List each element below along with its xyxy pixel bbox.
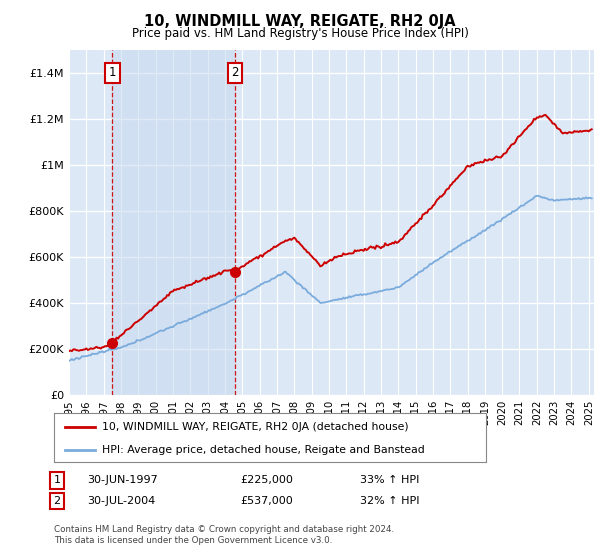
Text: 30-JUN-1997: 30-JUN-1997 — [87, 475, 158, 486]
Text: 30-JUL-2004: 30-JUL-2004 — [87, 496, 155, 506]
Text: HPI: Average price, detached house, Reigate and Banstead: HPI: Average price, detached house, Reig… — [101, 445, 424, 455]
Text: 2: 2 — [53, 496, 61, 506]
Bar — [112, 50, 235, 395]
Text: 2: 2 — [231, 66, 239, 80]
Text: Price paid vs. HM Land Registry's House Price Index (HPI): Price paid vs. HM Land Registry's House … — [131, 27, 469, 40]
Text: 33% ↑ HPI: 33% ↑ HPI — [360, 475, 419, 486]
Text: 10, WINDMILL WAY, REIGATE, RH2 0JA: 10, WINDMILL WAY, REIGATE, RH2 0JA — [144, 14, 456, 29]
Text: 10, WINDMILL WAY, REIGATE, RH2 0JA (detached house): 10, WINDMILL WAY, REIGATE, RH2 0JA (deta… — [101, 422, 408, 432]
Text: £225,000: £225,000 — [240, 475, 293, 486]
Text: £537,000: £537,000 — [240, 496, 293, 506]
Text: 1: 1 — [109, 66, 116, 80]
Text: 32% ↑ HPI: 32% ↑ HPI — [360, 496, 419, 506]
Text: 1: 1 — [53, 475, 61, 486]
Text: Contains HM Land Registry data © Crown copyright and database right 2024.
This d: Contains HM Land Registry data © Crown c… — [54, 525, 394, 545]
